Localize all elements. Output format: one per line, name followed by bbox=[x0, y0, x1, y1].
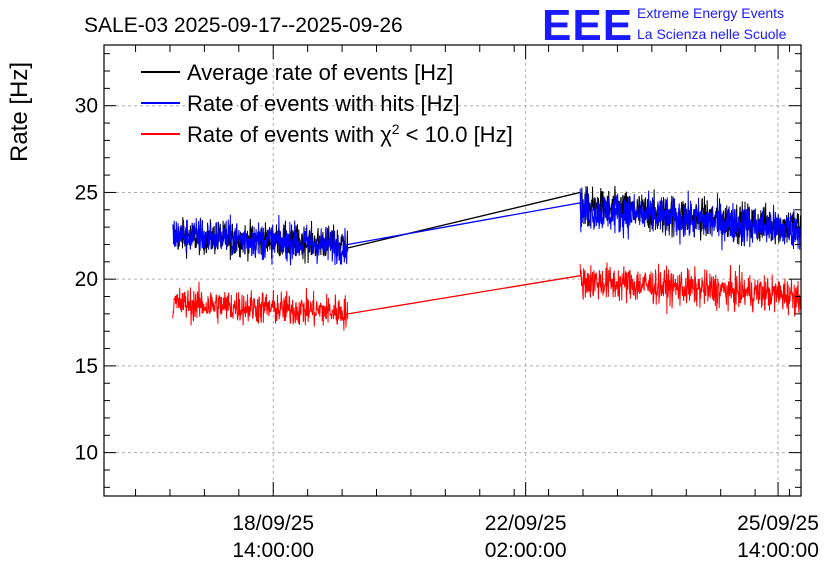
series-hits-segment-2 bbox=[579, 188, 802, 251]
eee-logo-line1: Extreme Energy Events bbox=[637, 5, 784, 21]
series-hits-bridge bbox=[347, 202, 581, 246]
y-tick-label: 30 bbox=[75, 95, 98, 118]
series-chi2-bridge bbox=[347, 275, 581, 315]
y-tick-label: 15 bbox=[75, 355, 98, 378]
x-tick-label-time: 02:00:00 bbox=[485, 539, 567, 562]
legend-label-average: Average rate of events [Hz] bbox=[187, 60, 453, 85]
series-average-bridge bbox=[347, 191, 581, 249]
x-tick-label-date: 22/09/25 bbox=[485, 512, 567, 535]
series-chi2-segment-2 bbox=[579, 262, 802, 317]
x-tick-label-date: 18/09/25 bbox=[232, 512, 314, 535]
plot-frame bbox=[103, 44, 802, 497]
legend: Average rate of events [Hz] Rate of even… bbox=[141, 60, 513, 147]
grid bbox=[104, 45, 801, 496]
axis-ticks bbox=[104, 45, 801, 496]
series-hits bbox=[172, 188, 802, 266]
y-axis-label: Rate [Hz] bbox=[6, 62, 33, 162]
x-tick-label-time: 14:00:00 bbox=[232, 539, 314, 562]
legend-label-chi2: Rate of events with χ2 < 10.0 [Hz] bbox=[187, 121, 513, 147]
legend-label-hits: Rate of events with hits [Hz] bbox=[187, 91, 460, 116]
eee-logo-line2: La Scienza nelle Scuole bbox=[637, 26, 787, 42]
y-tick-label: 20 bbox=[75, 268, 98, 291]
y-tick-label: 10 bbox=[75, 442, 98, 465]
tick-labels: 10 15 20 25 30 18/09/25 14:00:00 22/09/25 02:00:… bbox=[75, 95, 819, 562]
plot-area bbox=[172, 185, 802, 331]
x-tick-label-date: 25/09/25 bbox=[737, 512, 819, 535]
chart-title: SALE-03 2025-09-17--2025-09-26 bbox=[84, 14, 403, 37]
x-tick-label-time: 14:00:00 bbox=[737, 539, 819, 562]
series-chi2 bbox=[172, 262, 802, 331]
eee-logo-text: EEE bbox=[542, 1, 633, 50]
series-chi2-segment-1 bbox=[172, 281, 349, 331]
eee-logo: EEE Extreme Energy Events La Scienza nel… bbox=[542, 1, 787, 50]
series-hits-segment-1 bbox=[172, 214, 349, 266]
y-tick-label: 25 bbox=[75, 181, 98, 204]
